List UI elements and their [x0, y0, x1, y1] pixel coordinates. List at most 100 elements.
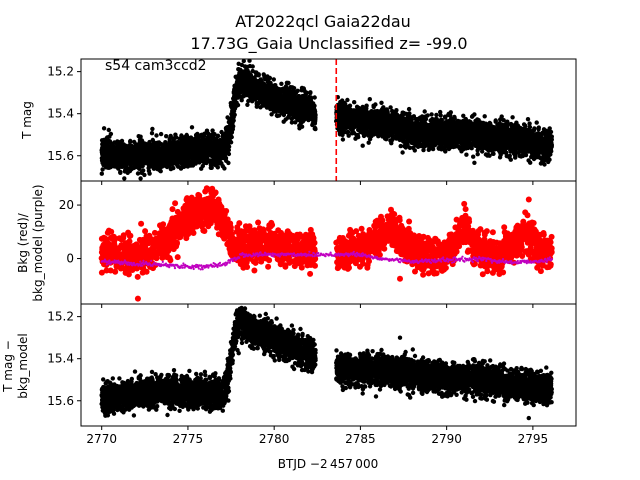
- tmag-point: [256, 73, 261, 78]
- tmag-point: [271, 77, 276, 82]
- tmag-point: [510, 115, 515, 120]
- tmag-point: [259, 97, 264, 103]
- tmag-point: [128, 139, 133, 144]
- tmag-point: [181, 160, 186, 165]
- tmag-point: [173, 160, 178, 165]
- tmag-point: [122, 176, 127, 181]
- tmag-point: [227, 124, 232, 129]
- tmag-point: [111, 150, 117, 155]
- tmag-point: [281, 112, 287, 118]
- tmag-point: [174, 135, 179, 140]
- tmag-point: [151, 166, 157, 171]
- tmag-point: [536, 127, 541, 132]
- tmag-point: [283, 86, 288, 91]
- tmag-point: [154, 133, 159, 138]
- tmag-point: [203, 143, 209, 148]
- tmag-point: [256, 86, 261, 91]
- tmag-point: [157, 152, 162, 157]
- tmag-point: [130, 154, 135, 160]
- tmag-point: [100, 167, 105, 172]
- tmag-point: [296, 117, 301, 123]
- tmag-point: [241, 59, 246, 64]
- tmag-point: [400, 150, 405, 155]
- tmag-point: [165, 150, 170, 155]
- tmag-point: [106, 162, 112, 167]
- tmag-point: [270, 99, 276, 104]
- tmag-point: [306, 117, 311, 123]
- tmag-point: [135, 154, 141, 159]
- tmag-point: [99, 171, 105, 176]
- tmag-point: [269, 112, 274, 117]
- tmag-point: [220, 164, 225, 169]
- tmag-point: [104, 144, 110, 149]
- top-panel-tmag: 15.215.415.6: [47, 58, 577, 185]
- tmag-point: [208, 162, 214, 168]
- tmag-point: [145, 150, 150, 155]
- tmag-point: [345, 129, 351, 135]
- tmag-point: [429, 112, 434, 117]
- tmag-point: [277, 96, 283, 102]
- tmag-point: [270, 92, 275, 97]
- tmag-point: [243, 92, 248, 98]
- tmag-point: [175, 155, 180, 160]
- tmag-point: [286, 87, 292, 92]
- tmag-point: [146, 168, 152, 174]
- tmag-point: [191, 156, 196, 161]
- tmag-point: [239, 71, 245, 77]
- tmag-point: [299, 85, 305, 91]
- tmag-point: [291, 95, 296, 101]
- tmag-point: [211, 158, 216, 163]
- tmag-point: [388, 105, 393, 110]
- tmag-point: [284, 80, 290, 86]
- tmag-point: [527, 121, 532, 126]
- tmag-point: [131, 147, 136, 153]
- figure-title-line2: 17.73G_Gaia Unclassified z= -99.0: [190, 34, 467, 54]
- tmag-point: [212, 142, 218, 148]
- tmag-point: [109, 158, 114, 163]
- tmag-point: [239, 98, 244, 103]
- tmag-point: [438, 113, 443, 118]
- tmag-point: [229, 111, 234, 117]
- tmag-point: [313, 126, 318, 132]
- tmag-point: [161, 144, 166, 149]
- tmag-point: [210, 128, 215, 133]
- tmag-point: [199, 166, 204, 171]
- tmag-point: [177, 158, 182, 164]
- tmag-point: [216, 152, 222, 157]
- tmag-point: [99, 148, 104, 153]
- tmag-point: [266, 92, 272, 98]
- tmag-point: [143, 154, 148, 159]
- tmag-point: [205, 147, 210, 153]
- tmag-point: [298, 107, 304, 112]
- tmag-point: [109, 145, 115, 150]
- tmag-point: [254, 101, 259, 106]
- tmag-point: [242, 64, 248, 69]
- tmag-point: [152, 162, 157, 167]
- tmag-point: [272, 83, 277, 88]
- tmag-point: [306, 95, 312, 101]
- tmag-point: [252, 77, 258, 82]
- tmag-point: [209, 143, 214, 148]
- tmag-point: [247, 59, 252, 63]
- tmag-point: [132, 139, 137, 145]
- tmag-point: [232, 83, 237, 89]
- tmag-point: [246, 98, 251, 104]
- tmag-point: [308, 112, 314, 117]
- tmag-point: [226, 160, 231, 166]
- tmag-point: [161, 163, 166, 168]
- tmag-point: [245, 102, 250, 108]
- tmag-point: [264, 105, 270, 110]
- tmag-point: [475, 152, 480, 157]
- tmag-point: [137, 143, 143, 148]
- tmag-point: [149, 131, 155, 136]
- tmag-point: [191, 151, 196, 156]
- tmag-point: [295, 113, 301, 118]
- tmag-point: [181, 142, 186, 148]
- tmag-point: [223, 152, 228, 157]
- tmag-point: [100, 159, 106, 164]
- tmag-point: [135, 161, 141, 166]
- tmag-point: [312, 95, 317, 100]
- top-data-points: [99, 59, 554, 181]
- tmag-point: [311, 105, 317, 110]
- tmag-point: [232, 87, 237, 92]
